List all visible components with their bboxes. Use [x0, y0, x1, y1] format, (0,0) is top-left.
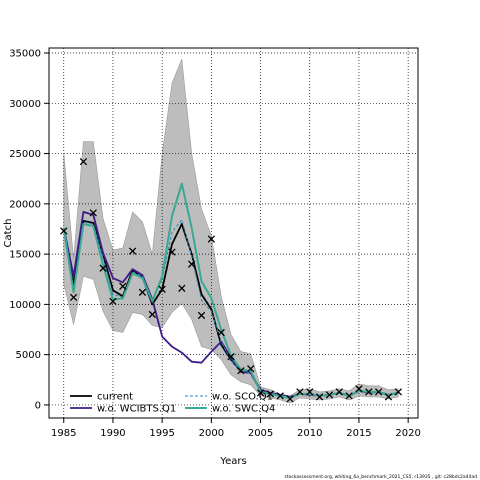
observed-point	[355, 385, 363, 393]
legend-label: w.o. WCIBTS.Q1	[97, 404, 176, 415]
confidence-band	[63, 58, 399, 404]
y-tick-label: 20000	[9, 199, 41, 210]
observed-point	[335, 388, 343, 396]
observed-point	[69, 293, 78, 302]
observed-point	[109, 297, 117, 306]
observed-point	[394, 388, 402, 396]
y-axis-title: Catch	[3, 219, 14, 248]
observed-point	[168, 248, 176, 256]
y-tick-label: 0	[35, 400, 41, 411]
series-layer	[62, 182, 399, 399]
observed-point	[227, 353, 235, 361]
observed-point	[286, 395, 294, 403]
confidence-band-layer	[63, 58, 399, 404]
y-tick-label: 30000	[9, 99, 41, 110]
legend-label: w.o. SCO.Q1	[212, 392, 273, 403]
observed-point	[207, 235, 216, 243]
observed-point	[365, 388, 373, 396]
x-tick-label: 2000	[199, 428, 224, 439]
observed-points-layer	[60, 157, 402, 403]
observed-point	[296, 388, 304, 396]
x-tick-label: 2020	[395, 428, 420, 439]
observed-point	[374, 388, 383, 396]
x-tick-label: 2010	[297, 428, 322, 439]
observed-point	[237, 367, 245, 375]
x-axis-title: Years	[219, 456, 246, 467]
x-tick-label: 2015	[346, 428, 371, 439]
observed-point	[266, 390, 275, 398]
observed-point	[325, 391, 334, 399]
observed-point	[128, 247, 137, 255]
observed-point	[256, 389, 265, 397]
y-axis: 0 5000 10000 15000 20000 25000 30000 35000	[9, 49, 49, 411]
x-tick-label: 1995	[149, 428, 174, 439]
observed-point	[158, 285, 166, 293]
observed-point	[89, 209, 97, 217]
x-tick-label: 1985	[51, 428, 76, 439]
observed-point	[138, 288, 147, 296]
y-tick-label: 10000	[9, 300, 41, 311]
observed-point	[119, 282, 127, 290]
observed-point	[178, 284, 186, 292]
observed-point	[315, 393, 324, 401]
observed-point	[306, 388, 314, 396]
observed-point	[148, 310, 156, 319]
y-tick-label: 35000	[9, 49, 41, 60]
x-tick-label: 1990	[100, 428, 125, 439]
observed-point	[60, 227, 68, 235]
observed-point	[197, 311, 206, 320]
legend-label: current	[97, 392, 133, 403]
observed-point	[345, 392, 353, 400]
observed-point	[99, 264, 107, 272]
observed-point	[247, 365, 255, 373]
observed-point	[188, 260, 196, 268]
footnote: stockassessment.org, whiting_6a_benchmar…	[284, 474, 477, 480]
y-tick-label: 15000	[9, 250, 41, 261]
observed-point	[384, 393, 393, 401]
y-tick-label: 5000	[16, 350, 41, 361]
observed-point	[79, 157, 88, 166]
series-line-w-o-swc-q4	[62, 182, 399, 399]
plot-frame	[48, 47, 419, 419]
x-axis: 1985 1990 1995 2000 2005 2010 2015 2020	[51, 418, 421, 439]
y-tick-label: 25000	[9, 149, 41, 160]
observed-point	[276, 392, 284, 400]
x-tick-label: 2005	[248, 428, 273, 439]
legend-label: w.o. SWC.Q4	[212, 404, 275, 415]
observed-point	[217, 328, 225, 337]
